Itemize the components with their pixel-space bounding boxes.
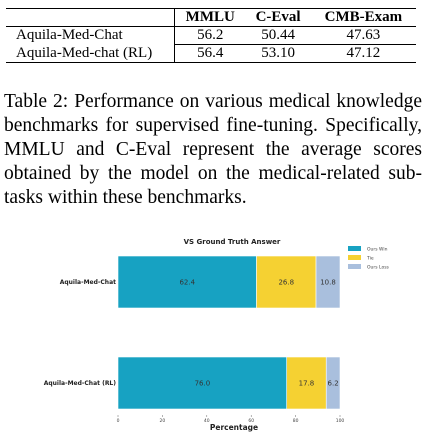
bar-segment-ours-win — [117, 255, 257, 309]
header-cell-ceval: C-Eval — [245, 8, 311, 27]
bar-segment-tie — [256, 255, 317, 309]
cell-ceval: 53.10 — [245, 44, 311, 63]
bar-value-label: 26.8 — [278, 279, 294, 287]
legend-swatch — [348, 264, 361, 269]
row-model-name: Aquila-Med-chat (RL) — [6, 44, 175, 63]
y-labels-group: Aquila-Med-Chat Aquila-Med-Chat (RL) — [44, 279, 117, 387]
cell-cmb: 47.12 — [310, 44, 416, 63]
header-cell-mmlu: MMLU — [174, 8, 246, 27]
legend-label: Tie — [366, 256, 374, 262]
x-tick-label: 100 — [336, 418, 345, 424]
x-tick-label: 80 — [293, 418, 299, 424]
bar-segment-ours-loss — [315, 255, 341, 309]
comparison-chart: VS Ground Truth Answer 62.4 26.8 10.8 76.0 1… — [0, 232, 442, 444]
x-tick-label: 40 — [204, 418, 210, 424]
table-row: Aquila-Med-chat (RL) 56.4 53.10 47.12 — [6, 44, 416, 63]
bar-value-label: 62.4 — [179, 279, 195, 287]
header-cell-model — [6, 8, 175, 27]
legend-label: Ours Loss — [367, 265, 390, 271]
x-tick-label: 60 — [248, 418, 254, 424]
bar-value-label: 17.8 — [299, 380, 315, 388]
bar-segment-ours-loss — [325, 356, 341, 410]
results-table: MMLU C-Eval CMB-Exam Aquila-Med-Chat 56.… — [6, 8, 416, 63]
bar-segment-ours-win — [117, 356, 288, 410]
legend-label: Ours Win — [367, 247, 388, 253]
legend-swatch — [348, 255, 361, 260]
x-axis-label: Percentage — [210, 423, 258, 432]
chart-svg: VS Ground Truth Answer 62.4 26.8 10.8 76.0 1… — [44, 238, 390, 432]
table-row: Aquila-Med-Chat 56.2 50.44 47.63 — [6, 26, 416, 45]
x-tick-label: 20 — [160, 418, 166, 424]
cell-cmb: 47.63 — [310, 26, 416, 45]
table-caption: Table 2: Performance on various medical … — [4, 91, 422, 208]
y-category-label: Aquila-Med-Chat — [60, 279, 116, 286]
x-tick-label: 0 — [117, 418, 120, 424]
bar-value-label: 6.2 — [328, 380, 339, 388]
chart-title: VS Ground Truth Answer — [184, 238, 281, 246]
y-category-label: Aquila-Med-Chat (RL) — [44, 380, 117, 387]
bars-group: 62.4 26.8 10.8 76.0 17.8 6.2 — [117, 255, 341, 410]
bar-value-label: 10.8 — [320, 279, 336, 287]
bar-value-label: 76.0 — [195, 380, 211, 388]
chart-legend: Ours Win Tie Ours Loss — [348, 246, 390, 271]
results-table-container: MMLU C-Eval CMB-Exam Aquila-Med-Chat 56.… — [6, 8, 416, 63]
cell-ceval: 50.44 — [245, 26, 311, 45]
header-cell-cmb: CMB-Exam — [310, 8, 416, 27]
legend-swatch — [348, 246, 361, 251]
row-model-name: Aquila-Med-Chat — [6, 26, 175, 45]
cell-mmlu: 56.4 — [174, 44, 246, 63]
bar-segment-tie — [286, 356, 327, 410]
x-axis: 0 20 40 60 80 100 — [117, 415, 345, 424]
table-header-row: MMLU C-Eval CMB-Exam — [6, 8, 416, 27]
cell-mmlu: 56.2 — [174, 26, 246, 45]
